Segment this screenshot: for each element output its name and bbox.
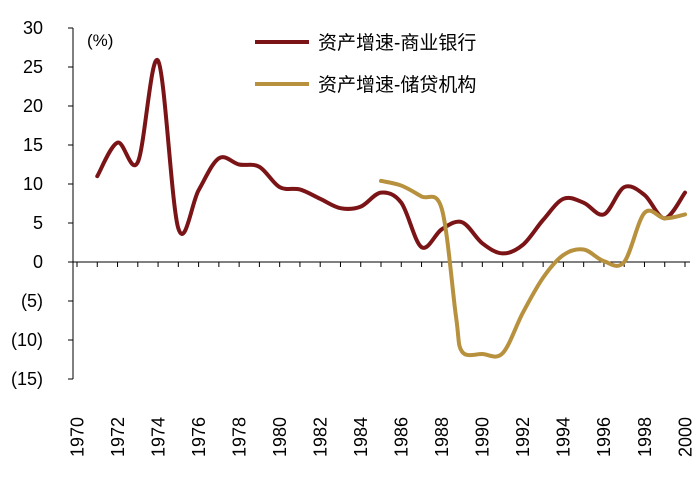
x-tick-label: 2000 bbox=[675, 417, 695, 457]
x-tick-label: 1974 bbox=[148, 417, 168, 457]
y-unit-label: (%) bbox=[87, 31, 113, 50]
series-line-2 bbox=[379, 178, 687, 359]
legend-label-2: 资产增速-储贷机构 bbox=[318, 74, 476, 96]
y-tick-label: 30 bbox=[23, 18, 43, 38]
x-tick-label: 1984 bbox=[351, 417, 371, 457]
y-tick-label: 25 bbox=[23, 57, 43, 77]
x-tick-label: 1976 bbox=[189, 417, 209, 457]
y-tick-label: (15) bbox=[11, 369, 43, 389]
x-tick-label: 1992 bbox=[513, 417, 533, 457]
x-tick-label: 1988 bbox=[432, 417, 452, 457]
x-tick-label: 1986 bbox=[392, 417, 412, 457]
x-tick-label: 1970 bbox=[67, 417, 87, 457]
y-tick-label: 20 bbox=[23, 96, 43, 116]
x-tick-label: 1982 bbox=[311, 417, 331, 457]
y-tick-label: 0 bbox=[33, 252, 43, 272]
x-tick-label: 1990 bbox=[473, 417, 493, 457]
x-tick-label: 1996 bbox=[594, 417, 614, 457]
series-line-1 bbox=[95, 58, 687, 256]
y-tick-label: (10) bbox=[11, 330, 43, 350]
y-tick-label: 10 bbox=[23, 174, 43, 194]
x-tick-label: 1972 bbox=[108, 417, 128, 457]
x-tick-label: 1980 bbox=[270, 417, 290, 457]
y-tick-label: 5 bbox=[33, 213, 43, 233]
series-lines bbox=[95, 58, 687, 359]
axes: 30 25 20 15 10 5 0 (5) (10) (15) 1970 1972 1974 1976 1… bbox=[11, 18, 695, 457]
y-tick-label: 15 bbox=[23, 135, 43, 155]
legend-label-1: 资产增速-商业银行 bbox=[318, 32, 476, 54]
x-tick-label: 1978 bbox=[229, 417, 249, 457]
x-tick-label: 1994 bbox=[554, 417, 574, 457]
x-tick-label: 1998 bbox=[635, 417, 655, 457]
y-tick-label: (5) bbox=[21, 291, 43, 311]
